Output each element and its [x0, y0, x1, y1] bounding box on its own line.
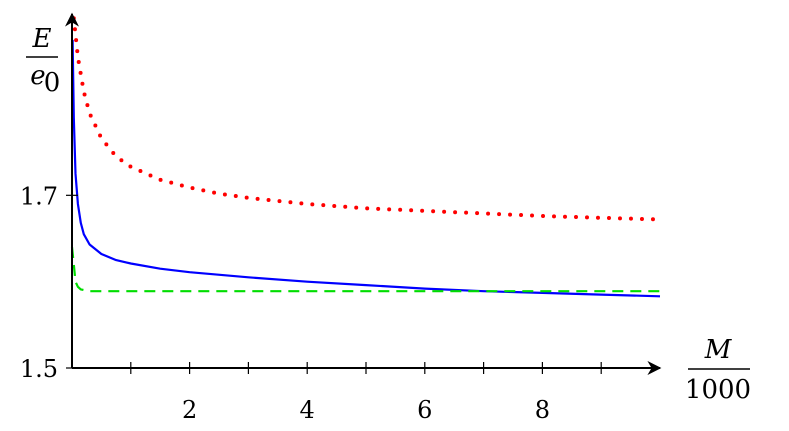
x-tick-label: 2	[182, 396, 197, 424]
series-line-2	[71, 39, 661, 298]
series-layer	[70, 16, 662, 298]
y-axis-title-denominator-subscript: 0	[44, 68, 61, 98]
series-line-3	[70, 246, 660, 293]
x-axis-title: M 1000	[685, 335, 751, 405]
x-tick-label: 6	[417, 396, 432, 424]
series-line-1	[71, 16, 662, 222]
x-axis-title-denominator: 1000	[685, 375, 751, 405]
axes-layer	[65, 12, 662, 375]
y-tick-label: 1.7	[20, 182, 58, 210]
ticks-layer: 2 4 6 8 1.5 1.7	[20, 182, 602, 424]
y-axis-title-denominator: e	[30, 61, 45, 91]
x-tick-label: 4	[300, 396, 315, 424]
x-tick-label: 8	[535, 396, 550, 424]
y-axis-title: E e 0	[26, 24, 60, 98]
y-axis-title-numerator: E	[32, 24, 52, 54]
y-tick-label: 1.5	[20, 355, 58, 383]
x-axis-title-numerator: M	[704, 335, 733, 365]
